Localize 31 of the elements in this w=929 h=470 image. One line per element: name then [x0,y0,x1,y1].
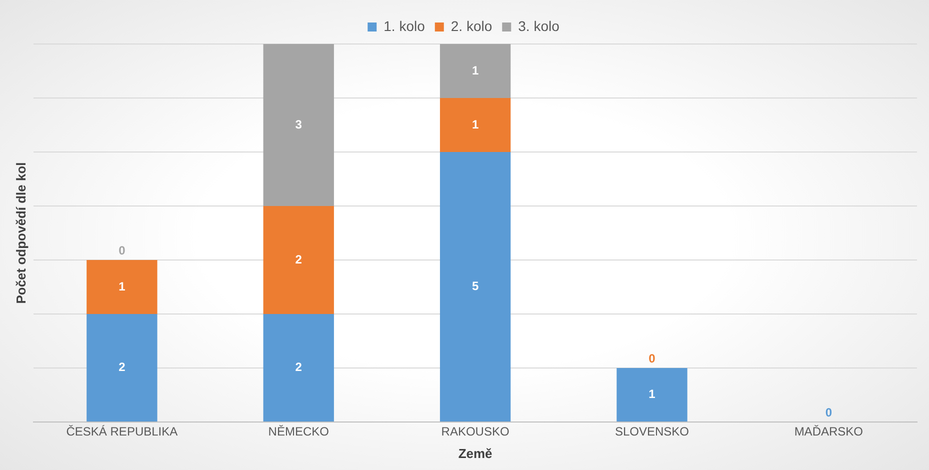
bar [86,314,158,422]
data-label: 1 [648,387,656,402]
legend-label: 1. kolo [384,18,426,34]
x-axis-title: Země [458,446,492,461]
bar [440,152,511,422]
bar [263,206,334,314]
data-label: 1 [118,279,126,294]
data-label: 0 [118,243,126,258]
data-label: 0 [648,351,656,366]
bar [263,44,334,206]
data-label: 1 [472,63,479,78]
data-label: 1 [472,117,479,132]
x-tick-label: ČESKÁ REPUBLIKA [66,424,178,439]
data-label: 2 [118,360,126,374]
bar [263,314,334,422]
bar [86,260,158,314]
bar [440,98,511,152]
data-label: 0 [825,405,832,420]
legend-label: 3. kolo [518,18,560,34]
x-tick-label: RAKOUSKO [441,424,510,439]
data-label: 5 [472,279,479,294]
bar [616,368,688,422]
data-label: 3 [295,117,302,132]
bar [440,44,511,98]
x-tick-label: MAĎARSKO [794,424,864,439]
legend-label: 2. kolo [450,18,492,34]
y-axis-title: Počet odpovědí dle kol [13,162,28,304]
x-tick-label: NĚMECKO [268,424,329,439]
data-label: 2 [295,252,302,266]
x-tick-label: SLOVENSKO [614,424,689,439]
data-label: 2 [295,360,302,374]
